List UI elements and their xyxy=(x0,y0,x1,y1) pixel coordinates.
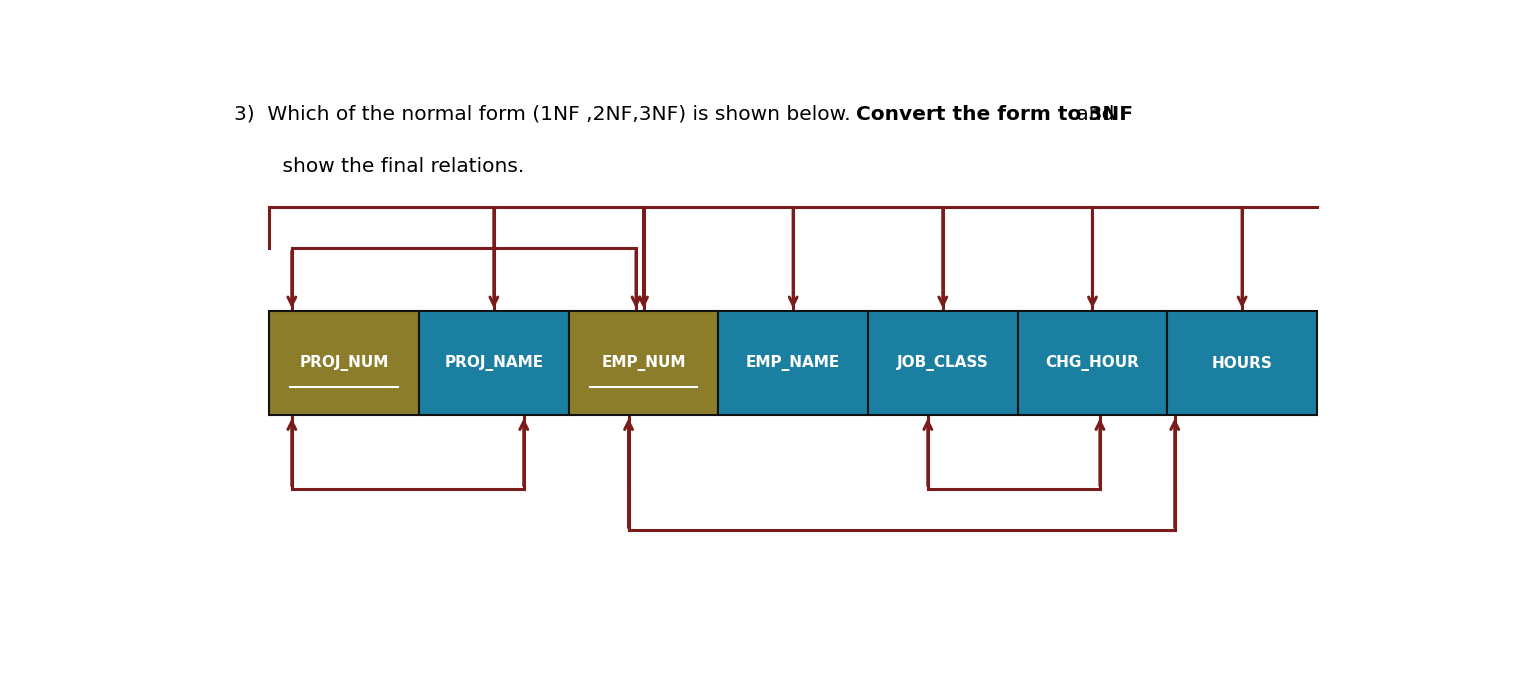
FancyBboxPatch shape xyxy=(419,311,568,416)
Text: show the final relations.: show the final relations. xyxy=(258,157,525,176)
Text: Convert the form to 3NF: Convert the form to 3NF xyxy=(856,105,1134,124)
Text: EMP_NAME: EMP_NAME xyxy=(746,355,840,372)
Text: PROJ_NAME: PROJ_NAME xyxy=(444,355,544,372)
Text: and: and xyxy=(1071,105,1115,124)
FancyBboxPatch shape xyxy=(719,311,868,416)
Text: PROJ_NUM: PROJ_NUM xyxy=(300,355,389,372)
FancyBboxPatch shape xyxy=(1167,311,1316,416)
FancyBboxPatch shape xyxy=(568,311,719,416)
Text: JOB_CLASS: JOB_CLASS xyxy=(897,355,989,372)
Text: HOURS: HOURS xyxy=(1212,356,1272,371)
FancyBboxPatch shape xyxy=(1018,311,1167,416)
FancyBboxPatch shape xyxy=(868,311,1018,416)
Text: EMP_NUM: EMP_NUM xyxy=(601,355,685,372)
FancyBboxPatch shape xyxy=(269,311,419,416)
Text: CHG_HOUR: CHG_HOUR xyxy=(1046,355,1140,372)
Text: 3)  Which of the normal form (1NF ,2NF,3NF) is shown below.: 3) Which of the normal form (1NF ,2NF,3N… xyxy=(233,105,857,124)
